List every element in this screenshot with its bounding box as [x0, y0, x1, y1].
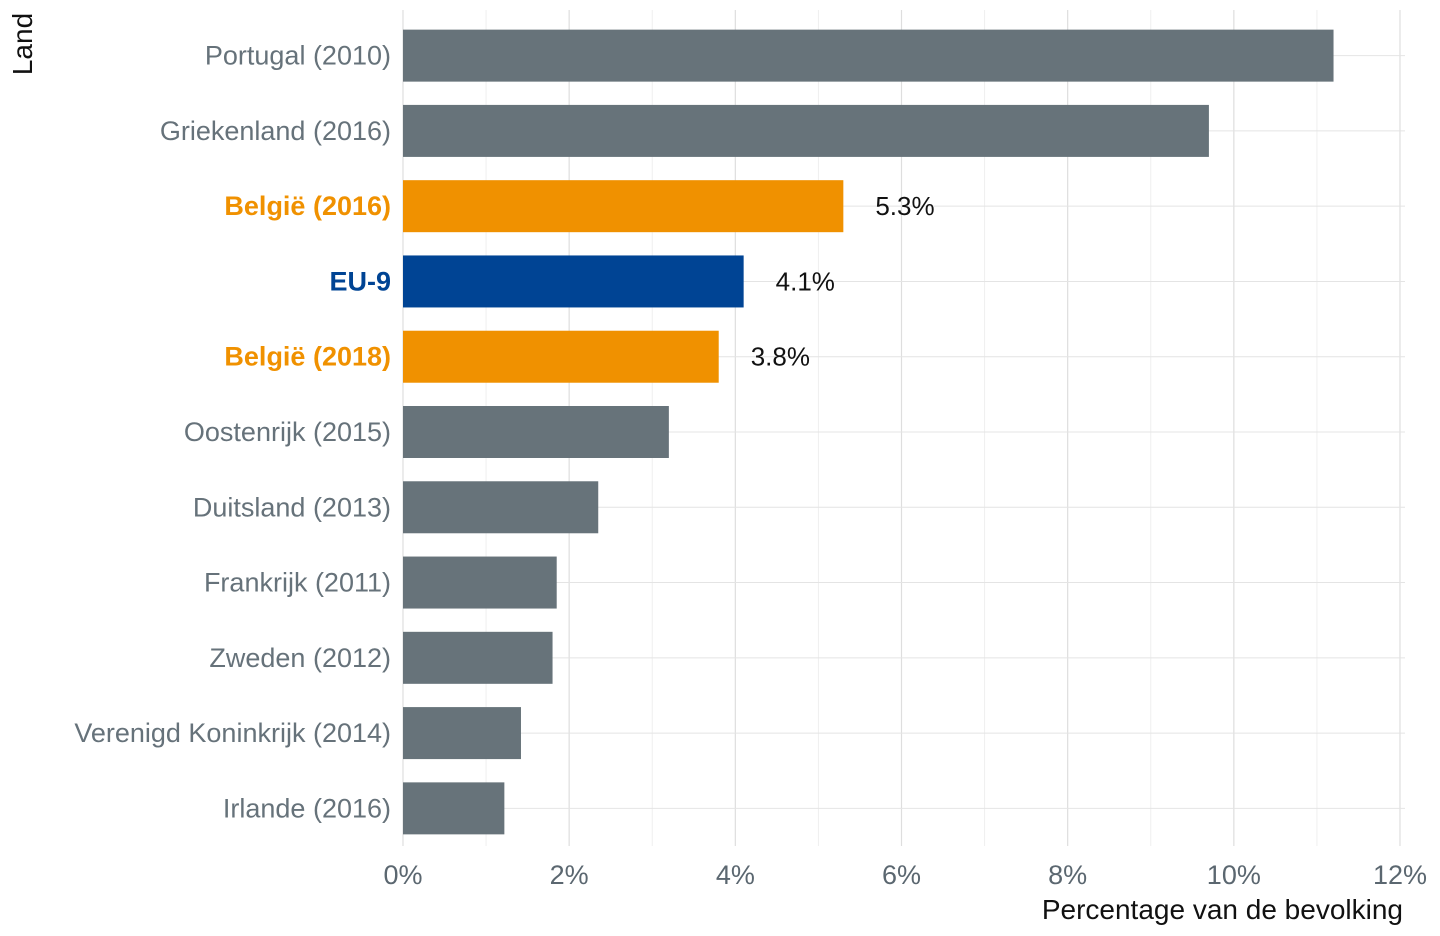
x-tick-label: 6% [882, 860, 921, 890]
x-axis-ticks: 0% 2% 4% 6% 8% 10% 12% [383, 860, 1427, 890]
bars [403, 29, 1334, 835]
bar [403, 481, 599, 534]
bar [403, 330, 719, 383]
category-label: België (2016) [224, 191, 391, 221]
bar [403, 556, 557, 609]
data-label: 4.1% [776, 266, 835, 296]
bar [403, 406, 669, 458]
category-label: Griekenland (2016) [160, 116, 391, 146]
data-labels: 5.3% 4.1% 3.8% [751, 191, 935, 372]
bar [403, 707, 521, 760]
x-axis-title: Percentage van de bevolking [1042, 894, 1403, 925]
bar [403, 180, 844, 233]
data-label: 5.3% [875, 191, 934, 221]
category-label: Oostenrijk (2015) [184, 417, 391, 447]
x-tick-label: 10% [1207, 860, 1261, 890]
category-label: Irlande (2016) [223, 793, 391, 823]
bar [403, 631, 553, 684]
x-tick-label: 0% [383, 860, 422, 890]
category-label: Zweden (2012) [209, 643, 391, 673]
category-label: Duitsland (2013) [193, 492, 391, 522]
bar [403, 104, 1209, 157]
category-labels: Portugal (2010) Griekenland (2016) België … [74, 41, 391, 824]
x-tick-label: 8% [1048, 860, 1087, 890]
x-tick-label: 4% [716, 860, 755, 890]
category-label: EU-9 [329, 266, 391, 296]
category-label: Portugal (2010) [205, 41, 391, 71]
bar [403, 29, 1334, 82]
category-label: België (2018) [224, 342, 391, 372]
category-label: Verenigd Koninkrijk (2014) [74, 718, 391, 748]
data-label: 3.8% [751, 342, 810, 372]
bar [403, 255, 744, 308]
bar [403, 782, 505, 835]
x-tick-label: 12% [1373, 860, 1427, 890]
x-tick-label: 2% [550, 860, 589, 890]
y-axis-title: Land [7, 13, 38, 75]
category-label: Frankrijk (2011) [204, 568, 391, 598]
